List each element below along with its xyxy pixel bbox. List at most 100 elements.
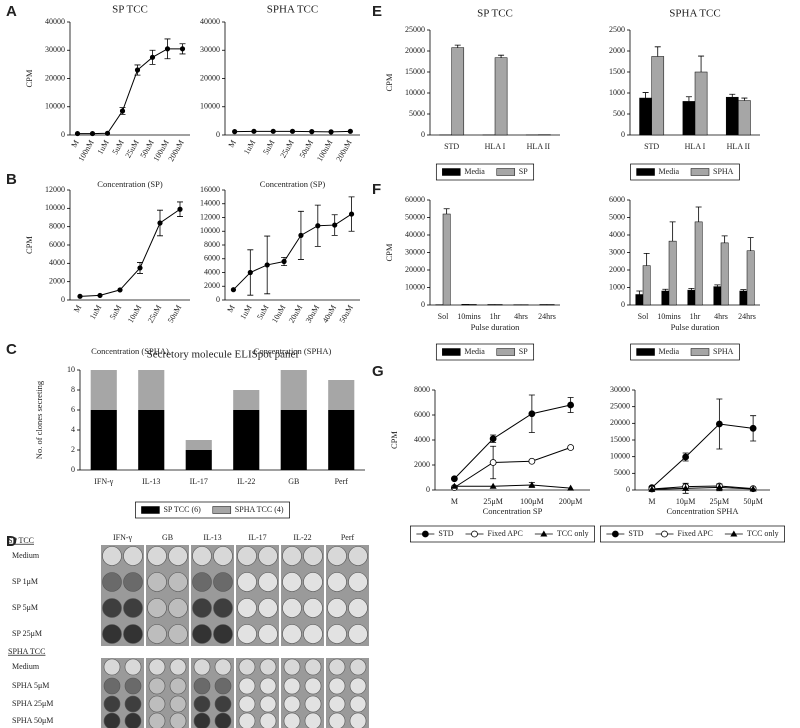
x-tick-label: Sol (438, 312, 449, 321)
column-header: Perf (341, 533, 355, 542)
bar (635, 294, 644, 306)
x-tick-label: 50uM (298, 138, 315, 159)
y-tick-label: 30000 (45, 45, 65, 54)
x-tick-label: 1hr (690, 312, 701, 321)
legend-swatch (442, 168, 461, 176)
x-axis-label: Concentration SPHA (666, 506, 739, 516)
y-axis-label: CPM (384, 73, 394, 91)
x-tick-label: Perf (335, 477, 349, 486)
well (193, 658, 211, 676)
row-label: SP 1μM (12, 577, 38, 586)
bar (468, 304, 477, 306)
marker (270, 128, 276, 134)
y-tick-label: 2000 (414, 460, 430, 469)
well (193, 695, 211, 713)
bar-segment (328, 380, 355, 410)
well (349, 712, 367, 728)
well (102, 572, 122, 592)
legend-swatch (636, 168, 655, 176)
bar (651, 56, 665, 136)
well (327, 546, 347, 566)
y-tick-label: 0 (61, 295, 65, 304)
x-axis-label: Concentration SP (483, 506, 543, 516)
x-axis-label: Concentration (SP) (97, 179, 163, 189)
x-tick-label: 50μM (743, 497, 762, 506)
x-tick-label: 25uM (146, 303, 163, 324)
x-axis-label: Concentration (SP) (260, 179, 326, 189)
legend-swatch (690, 168, 710, 176)
well (303, 572, 323, 592)
well (238, 658, 256, 676)
well (349, 677, 367, 695)
marker (661, 530, 668, 538)
marker (489, 435, 497, 443)
well (304, 695, 322, 713)
well (193, 712, 211, 728)
x-tick-label: 200μM (559, 497, 582, 506)
chart-title: SPHA TCC (267, 4, 318, 16)
y-tick-label: 0 (71, 465, 75, 474)
legend-label: Media (659, 347, 680, 356)
x-tick-label: 24hrs (538, 312, 556, 321)
x-tick-label: 4hrs (714, 312, 728, 321)
well (214, 695, 232, 713)
well (169, 695, 187, 713)
legend: Media SP (435, 163, 535, 181)
well (237, 624, 257, 644)
legend-label: Media (659, 167, 680, 176)
marker (179, 46, 186, 52)
legend-swatch (690, 348, 710, 356)
well (103, 712, 121, 728)
x-tick-label: 10μM (676, 497, 695, 506)
well (213, 624, 233, 644)
well (238, 695, 256, 713)
y-tick-label: 0 (426, 485, 430, 494)
y-tick-label: 30000 (405, 247, 425, 256)
well (147, 572, 167, 592)
well (192, 598, 212, 618)
y-axis-label: CPM (24, 69, 34, 87)
y-tick-label: 5000 (609, 212, 625, 221)
marker (298, 232, 304, 238)
well (349, 658, 367, 676)
well (103, 695, 121, 713)
bar (442, 213, 451, 306)
legend: STD Fixed APC TCC only (600, 525, 785, 543)
panel-label: A (6, 3, 17, 20)
y-tick-label: 10000 (45, 203, 65, 212)
marker (77, 293, 83, 299)
y-tick-label: 1500 (609, 67, 625, 76)
well (123, 572, 143, 592)
x-tick-label: 1hr (490, 312, 501, 321)
panel-label: E (372, 3, 382, 20)
y-tick-label: 6000 (609, 195, 625, 204)
well (213, 572, 233, 592)
y-tick-label: 10000 (405, 282, 425, 291)
legend-label: Media (464, 167, 485, 176)
x-tick-label: 100μM (520, 497, 543, 506)
marker (421, 530, 429, 538)
well (214, 658, 232, 676)
x-tick-label: 4hrs (514, 312, 528, 321)
x-tick-label: M (72, 303, 83, 314)
well (193, 677, 211, 695)
x-tick-label: 100uM (315, 138, 334, 163)
marker (177, 206, 183, 212)
row-label: SP 25μM (12, 629, 42, 638)
row-label: SPHA 25μM (12, 699, 53, 708)
y-tick-label: 20000 (610, 418, 630, 427)
row-label: SPHA 5μM (12, 681, 49, 690)
x-tick-label: 40uM (321, 303, 338, 324)
marker (157, 220, 163, 226)
well (348, 546, 368, 566)
legend-label: STD (628, 529, 643, 538)
marker (97, 292, 103, 299)
well (124, 658, 142, 676)
y-tick-label: 4 (71, 425, 75, 434)
y-tick-label: 25000 (610, 401, 630, 410)
column-header: IFN-γ (113, 533, 133, 542)
marker (119, 108, 126, 114)
marker (289, 128, 296, 134)
y-tick-label: 6000 (49, 240, 65, 249)
marker (611, 530, 619, 538)
